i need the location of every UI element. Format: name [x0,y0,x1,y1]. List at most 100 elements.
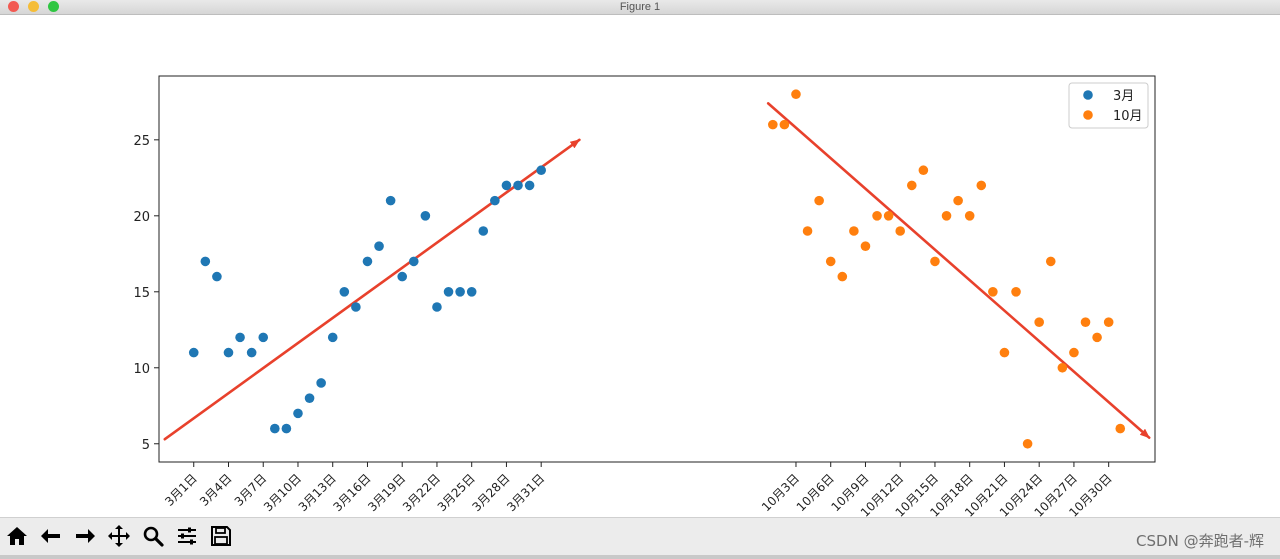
data-point [930,256,940,267]
data-point [1069,347,1079,358]
window-minimize-button[interactable] [28,1,39,12]
data-point [860,241,871,252]
save-button[interactable] [207,522,235,550]
move-icon [108,525,130,547]
data-point [270,423,280,434]
data-point [814,195,824,206]
data-point [941,211,952,221]
data-point [768,119,778,130]
legend-label: 3月 [1113,89,1134,104]
data-point [490,195,500,206]
data-point [779,119,790,130]
sliders-icon [178,527,196,545]
home-button[interactable] [3,522,31,550]
y-tick-label: 15 [133,286,150,301]
data-point [883,211,894,221]
data-point [466,286,477,297]
y-tick-label: 10 [133,362,150,377]
data-point [374,241,384,252]
data-point [246,347,257,358]
data-point [906,180,917,191]
x-tick-label: 3月10日 [261,471,304,514]
x-tick-label: 3月16日 [331,471,374,514]
zoom-button[interactable] [139,522,167,550]
arrow-left-icon [41,529,60,543]
toolbar: CSDN @奔跑者-辉 [0,517,1280,555]
trend-arrows [163,102,1151,441]
data-point [351,302,361,312]
data-point [513,180,523,191]
trend-arrow [766,102,1151,439]
data-point [536,165,546,176]
data-point [1103,317,1114,327]
x-tick-label: 3月4日 [197,471,235,509]
data-point [223,347,234,358]
x-tick-label: 10月6日 [794,471,837,514]
y-tick-label: 5 [142,438,150,453]
x-tick-label: 3月19日 [365,471,408,514]
scatter-chart: 5 10 15 20 25 3月1日3月4日3月7日3月10日3月13日3月16日3月1… [133,75,1156,517]
data-point [1034,317,1044,327]
pan-button[interactable] [105,522,133,550]
legend-marker [1083,110,1093,120]
data-point [849,226,859,236]
data-point [304,393,315,403]
data-point [999,347,1010,358]
data-point [339,286,350,297]
window-close-button[interactable] [8,1,19,12]
y-axis: 5 10 15 20 25 [133,134,159,453]
home-icon [7,527,27,545]
arrow-right-icon [76,529,95,543]
legend-marker [1083,90,1093,100]
x-tick-label: 3月28日 [469,471,512,514]
data-point [327,332,338,343]
data-point [397,271,408,282]
x-tick-label: 3月31日 [504,471,547,514]
x-axis: 3月1日3月4日3月7日3月10日3月13日3月16日3月19日3月22日3月2… [162,462,1115,517]
data-point [443,286,454,297]
data-point [791,89,801,100]
forward-button[interactable] [71,522,99,550]
data-point [918,165,929,176]
floppy-disk-icon [211,526,231,546]
data-point [1011,286,1021,297]
data-point [362,256,373,267]
x-tick-label: 3月1日 [162,471,200,509]
data-point [293,408,303,419]
data-point [432,302,442,312]
data-point [895,226,906,236]
data-point [872,211,882,221]
data-point [1057,362,1068,373]
data-point [281,423,292,434]
data-point [1080,317,1091,327]
data-point [953,195,963,206]
data-point [235,332,245,343]
data-point [212,271,222,282]
x-tick-label: 10月3日 [759,471,802,514]
data-point [1045,256,1056,267]
window-bottom-edge [0,555,1280,559]
data-points [188,89,1126,449]
data-point [316,378,326,388]
data-point [524,180,535,191]
data-point [837,271,848,282]
data-point [478,226,489,236]
watermark: CSDN @奔跑者-辉 [1136,532,1264,550]
data-point [258,332,269,343]
data-point [964,211,975,221]
x-tick-label: 3月13日 [296,471,339,514]
data-point [1115,423,1126,434]
data-point [200,256,211,267]
data-point [385,195,396,206]
back-button[interactable] [37,522,65,550]
data-point [988,286,998,297]
x-tick-label: 3月22日 [400,471,443,514]
window-title: Figure 1 [619,1,661,13]
x-tick-label: 3月25日 [435,471,478,514]
plot-area [158,75,1156,463]
magnifier-icon [143,526,164,547]
window-zoom-button[interactable] [48,1,59,12]
data-point [455,286,465,297]
configure-subplots-button[interactable] [173,522,201,550]
